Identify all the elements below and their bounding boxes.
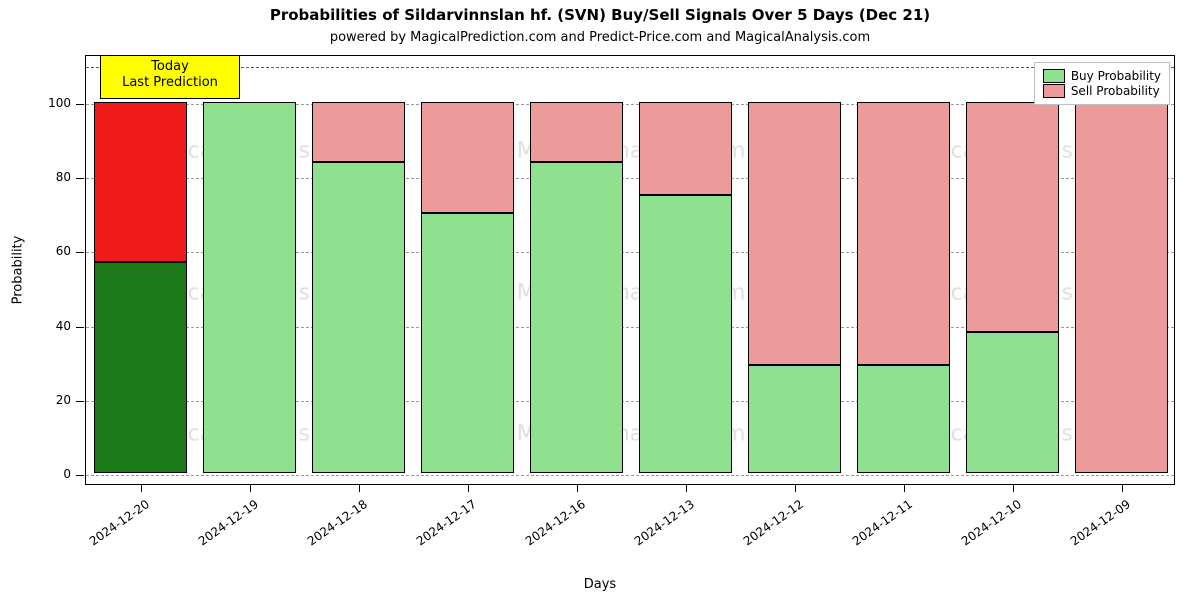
y-tick: [76, 475, 84, 476]
legend-item: Sell Probability: [1043, 84, 1161, 98]
bar-slot: [312, 56, 406, 484]
chart-container: Probabilities of Sildarvinnslan hf. (SVN…: [0, 0, 1200, 600]
bar-sell: [421, 102, 515, 213]
bar-slot: [748, 56, 842, 484]
bar-sell: [748, 102, 842, 365]
x-tick-label: 2024-12-19: [195, 497, 260, 548]
y-tick: [76, 178, 84, 179]
bar-sell: [312, 102, 406, 161]
y-tick-label: 40: [42, 319, 71, 333]
legend: Buy ProbabilitySell Probability: [1034, 62, 1170, 105]
x-tick-label: 2024-12-11: [849, 497, 914, 548]
legend-label: Sell Probability: [1071, 84, 1160, 98]
legend-swatch: [1043, 84, 1065, 98]
bar-sell: [530, 102, 624, 161]
bar-buy: [530, 162, 624, 473]
x-tick-label: 2024-12-17: [413, 497, 478, 548]
x-tick: [577, 484, 578, 492]
bar-sell: [94, 102, 188, 261]
x-tick: [795, 484, 796, 492]
x-tick: [1122, 484, 1123, 492]
bar-slot: [530, 56, 624, 484]
bar-buy: [748, 365, 842, 473]
bar-buy: [857, 365, 951, 473]
x-tick: [468, 484, 469, 492]
today-callout: TodayLast Prediction: [100, 55, 240, 99]
bar-slot: [1075, 56, 1169, 484]
bar-slot: [94, 56, 188, 484]
y-tick-label: 100: [42, 96, 71, 110]
bar-sell: [857, 102, 951, 365]
bar-slot: [966, 56, 1060, 484]
y-tick: [76, 252, 84, 253]
x-tick: [141, 484, 142, 492]
bar-sell: [639, 102, 733, 195]
y-tick-label: 20: [42, 393, 71, 407]
bar-sell: [966, 102, 1060, 332]
chart-subtitle: powered by MagicalPrediction.com and Pre…: [0, 30, 1200, 45]
legend-label: Buy Probability: [1071, 69, 1161, 83]
x-tick-label: 2024-12-16: [522, 497, 587, 548]
y-tick-label: 0: [42, 467, 71, 481]
bar-slot: [639, 56, 733, 484]
legend-item: Buy Probability: [1043, 69, 1161, 83]
bar-buy: [966, 332, 1060, 473]
x-tick-label: 2024-12-09: [1067, 497, 1132, 548]
y-tick-label: 80: [42, 170, 71, 184]
chart-title: Probabilities of Sildarvinnslan hf. (SVN…: [0, 6, 1200, 24]
today-callout-line2: Last Prediction: [111, 75, 229, 91]
x-axis-label: Days: [0, 577, 1200, 592]
legend-swatch: [1043, 69, 1065, 83]
y-tick-label: 60: [42, 244, 71, 258]
x-tick-label: 2024-12-13: [631, 497, 696, 548]
x-tick: [1013, 484, 1014, 492]
bar-buy: [94, 262, 188, 473]
x-tick-label: 2024-12-20: [86, 497, 151, 548]
x-tick: [359, 484, 360, 492]
x-tick: [686, 484, 687, 492]
x-tick-label: 2024-12-12: [740, 497, 805, 548]
bar-sell: [1075, 102, 1169, 473]
y-axis-label: Probability: [11, 236, 26, 305]
bar-buy: [421, 213, 515, 472]
bar-slot: [203, 56, 297, 484]
y-tick: [76, 401, 84, 402]
plot-area: MagicalAnalysis.comMagicalAnalysis.comMa…: [85, 55, 1175, 485]
x-tick: [904, 484, 905, 492]
y-tick: [76, 104, 84, 105]
bar-buy: [639, 195, 733, 473]
y-tick: [76, 327, 84, 328]
x-tick: [250, 484, 251, 492]
bar-slot: [857, 56, 951, 484]
x-tick-label: 2024-12-18: [304, 497, 369, 548]
bar-buy: [312, 162, 406, 473]
bar-slot: [421, 56, 515, 484]
today-callout-line1: Today: [111, 59, 229, 75]
x-tick-label: 2024-12-10: [958, 497, 1023, 548]
bar-buy: [203, 102, 297, 473]
